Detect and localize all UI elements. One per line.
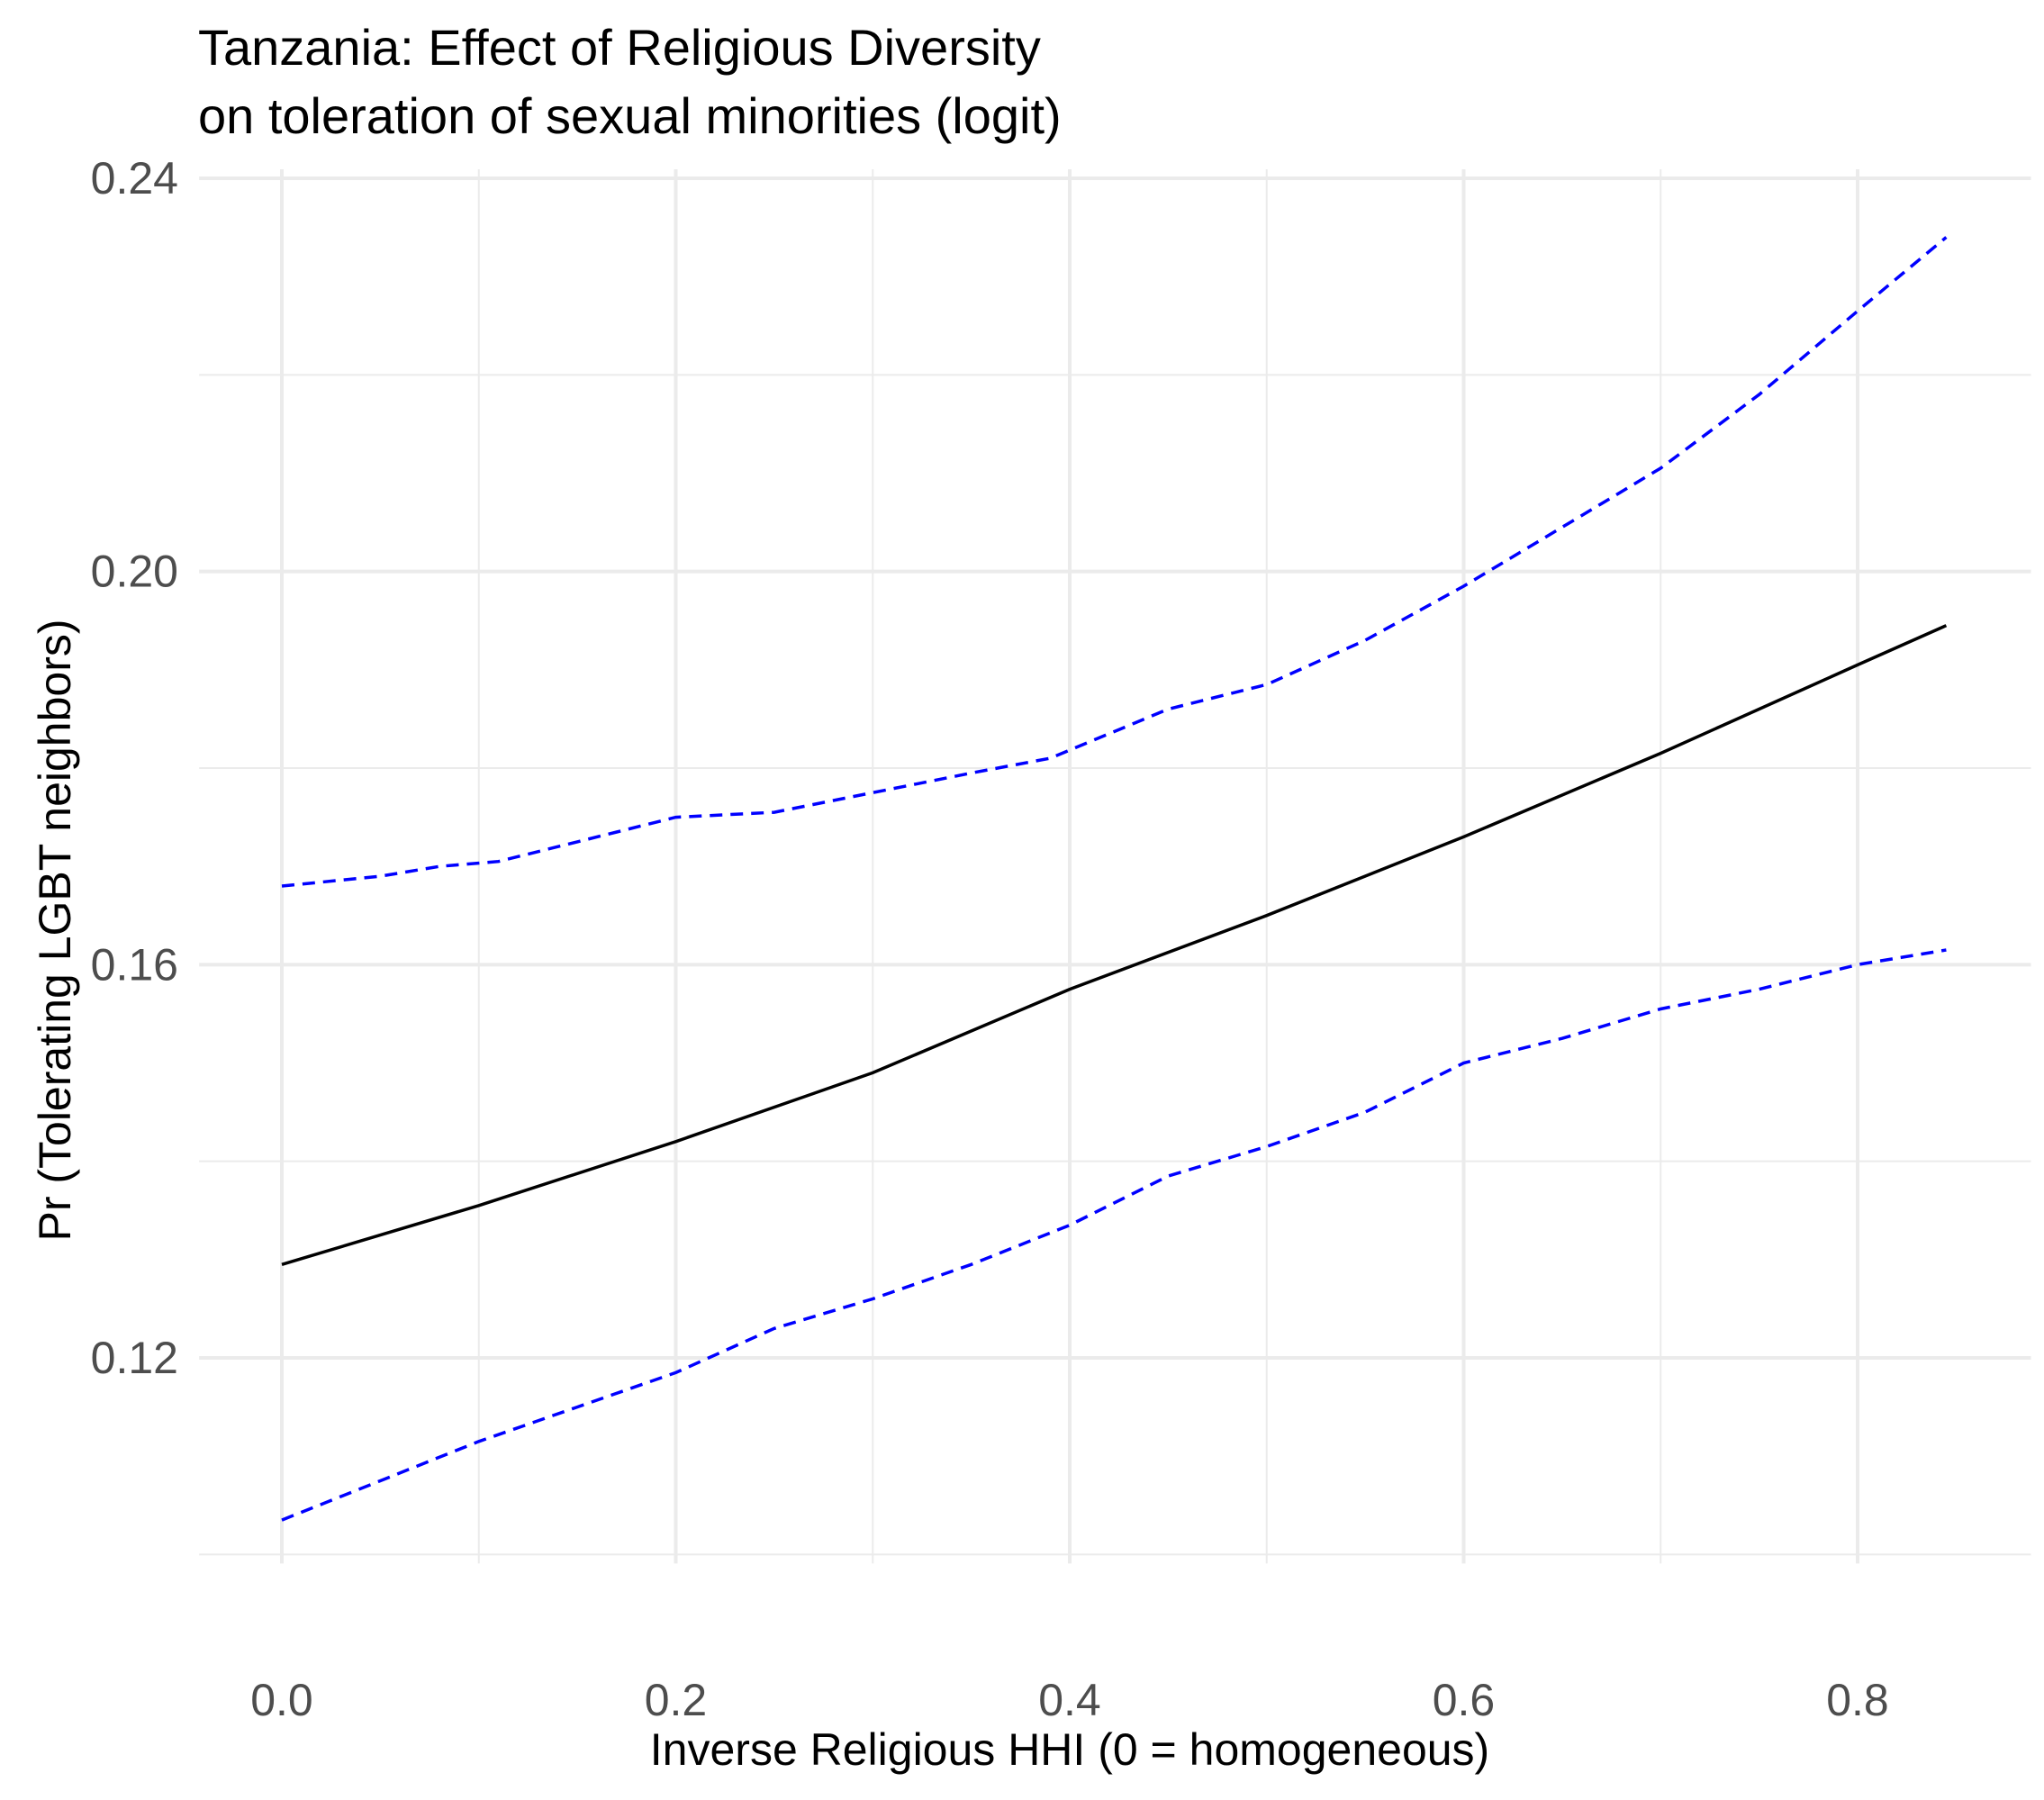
chart-title: Tanzania: Effect of Religious Diversity [198, 19, 1041, 76]
x-tick-label: 0.6 [1433, 1675, 1496, 1725]
x-tick-label: 0.8 [1826, 1675, 1889, 1725]
x-axis-title: Inverse Religious HHI (0 = homogeneous) [650, 1724, 1489, 1775]
x-tick-label: 0.2 [645, 1675, 708, 1725]
tick-labels: 0.0 0.2 0.4 0.6 0.8 0.12 0.16 0.20 0.24 [91, 153, 1889, 1725]
chart-subtitle: on toleration of sexual minorities (logi… [198, 87, 1062, 144]
plot-series [281, 236, 1948, 1522]
x-tick-label: 0.0 [250, 1675, 313, 1725]
x-tick-label: 0.4 [1038, 1675, 1101, 1725]
y-tick-label: 0.24 [91, 153, 178, 204]
y-tick-label: 0.16 [91, 939, 178, 990]
y-tick-label: 0.20 [91, 547, 178, 597]
estimate-line [281, 624, 1948, 1266]
y-axis-title: Pr (Tolerating LGBT neighbors) [30, 619, 80, 1241]
upper-ci-line [281, 236, 1948, 888]
lower-ci-line [281, 948, 1947, 1522]
y-tick-label: 0.12 [91, 1333, 178, 1383]
grid-lines [199, 169, 2031, 1564]
